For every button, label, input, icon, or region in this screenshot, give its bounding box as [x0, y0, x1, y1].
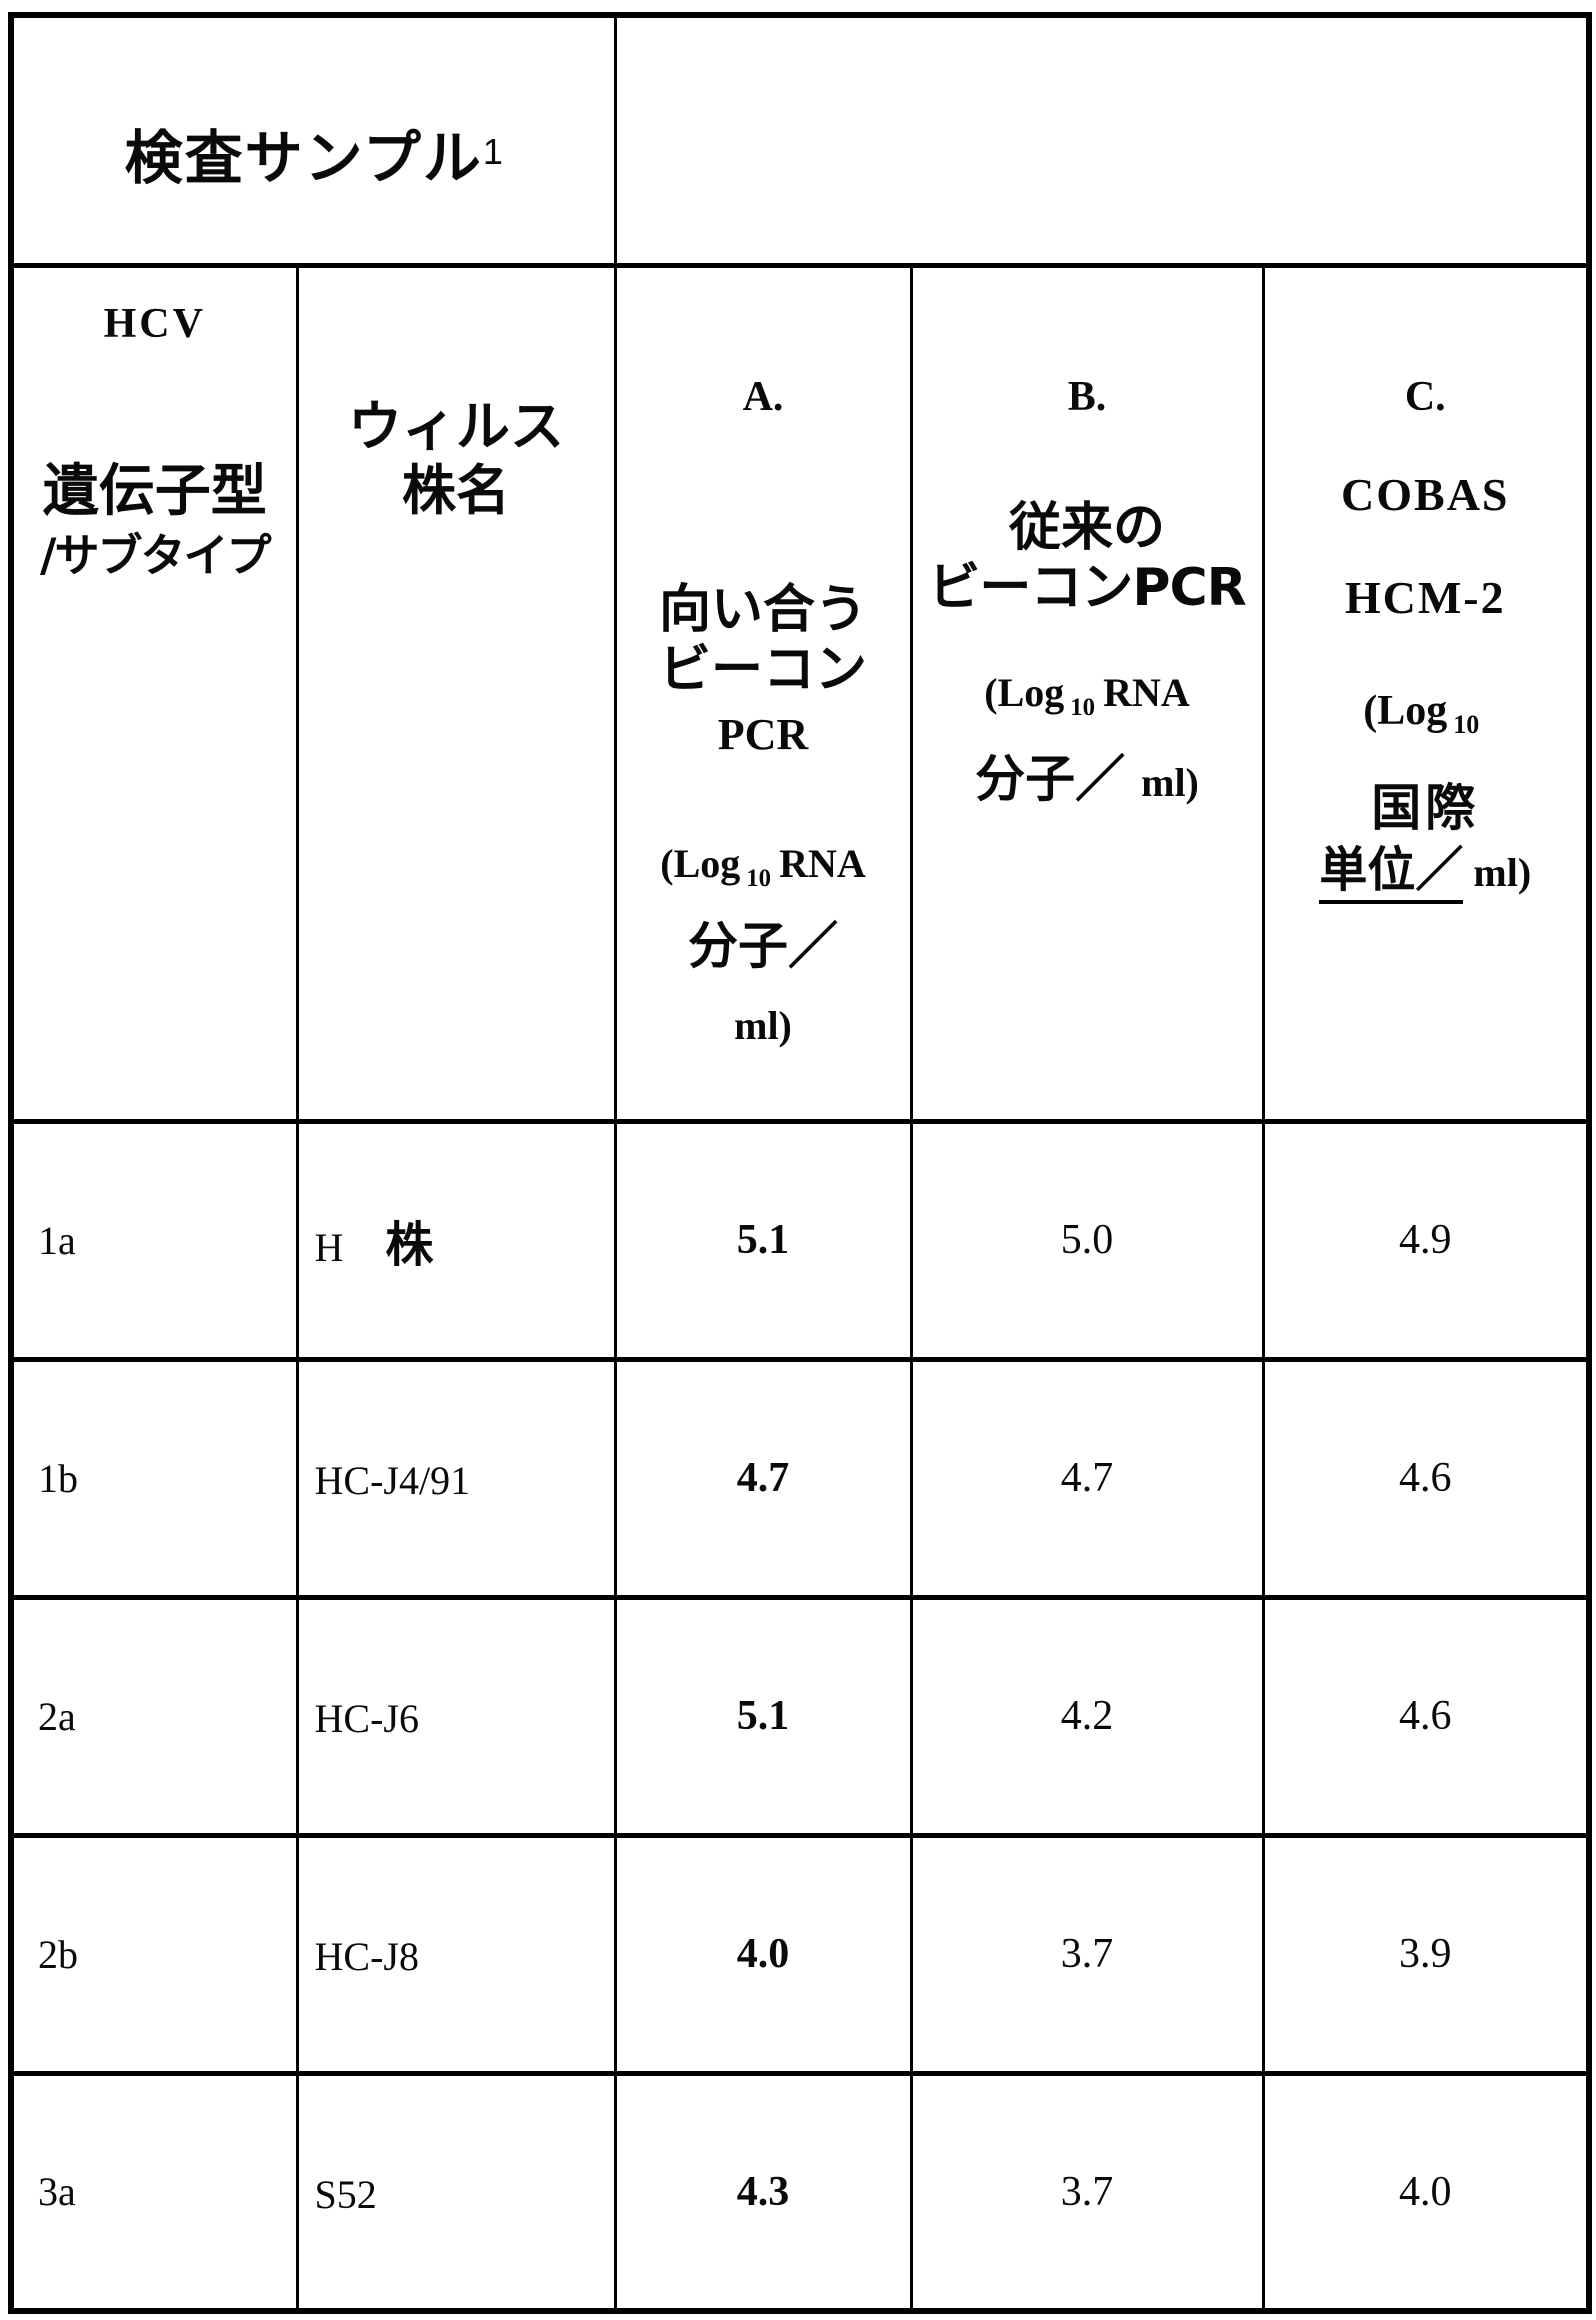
test-sample-label: 検査サンプル [124, 124, 483, 193]
strain-name: H [314, 1225, 344, 1270]
empty-header-cell [613, 12, 1591, 268]
log-subscript: 10 [1070, 694, 1096, 722]
strain-name-jp: 株 [385, 1217, 434, 1273]
table-row: 3a S52 4.3 3.7 4.0 [9, 2070, 1591, 2314]
value-method-a: 4.0 [613, 1832, 913, 2076]
method-b-unit-line2: 分子／ ml) [914, 749, 1260, 809]
method-b-unit-log: (Log 10 RNA [914, 670, 1260, 723]
genotype-cell: 3a [9, 2070, 299, 2314]
method-a-unit-line2: 分子／ [688, 916, 839, 975]
method-c-label: C. [1404, 373, 1446, 420]
strain-header-line1: ウィルス [348, 394, 564, 458]
col-header-strain: ウィルス 株名 [295, 262, 617, 1124]
value-method-b: 3.7 [909, 2070, 1265, 2314]
strain-cell: HC-J4/91 [295, 1356, 617, 1600]
col-header-method-c: C. COBAS HCM-2 (Log 10 国際 単位／ ml) [1261, 262, 1591, 1124]
log-open: (Log [984, 670, 1065, 716]
test-sample-header: 検査サンプル1 [14, 85, 612, 195]
method-a-name-line3: PCR [717, 710, 809, 760]
value-method-b: 4.7 [909, 1356, 1265, 1600]
method-a-unit-log: (Log 10 RNA [618, 840, 908, 894]
table-row: 2b HC-J8 4.0 3.7 3.9 [9, 1832, 1591, 2076]
value-method-c: 3.9 [1261, 1832, 1591, 2076]
table-header-row-top: 検査サンプル1 [9, 12, 1591, 268]
value-method-c: 4.9 [1261, 1118, 1591, 1362]
value-method-b: 5.0 [909, 1118, 1265, 1362]
genotype-cell: 1b [9, 1356, 299, 1600]
genotype-header-line3: /サブタイプ [40, 529, 271, 583]
log-close: RNA [1103, 670, 1190, 716]
value-method-c: 4.6 [1261, 1356, 1591, 1600]
value-method-b: 4.2 [909, 1594, 1265, 1838]
log-subscript: 10 [746, 864, 772, 892]
strain-name: HC-J6 [314, 1696, 419, 1741]
strain-header-line2: 株名 [402, 458, 510, 522]
log-open: (Log [660, 840, 741, 886]
genotype-cell: 2a [9, 1594, 299, 1838]
strain-name: S52 [314, 2171, 377, 2217]
method-b-name-line2: ビーコンPCR [928, 557, 1246, 618]
genotype-cell: 1a [9, 1118, 299, 1362]
log-close: RNA [779, 840, 866, 886]
col-header-method-a: A. 向い合う ビーコン PCR (Log 10 RNA 分子／ ml) [613, 262, 913, 1124]
genotype-header-line2: 遺伝子型 [42, 458, 267, 524]
genotype-cell: 2b [9, 1832, 299, 2076]
method-b-label: B. [1067, 373, 1107, 420]
unit-jp: 分子／ [975, 749, 1126, 808]
value-method-a: 4.7 [613, 1356, 913, 1600]
unit-latin: ml) [1473, 850, 1532, 896]
method-c-name-line2: HCM-2 [1344, 571, 1506, 623]
log-subscript: 10 [1453, 709, 1480, 739]
test-sample-header-cell: 検査サンプル1 [9, 12, 617, 268]
method-a-label: A. [742, 373, 784, 420]
strain-cell: S52 [295, 2070, 617, 2314]
method-c-unit-line2: 国際 [1371, 778, 1480, 837]
method-a-unit-line3: ml) [734, 1003, 792, 1048]
footnote-marker: 1 [482, 131, 503, 173]
value-method-c: 4.0 [1261, 2070, 1591, 2314]
col-header-genotype: HCV 遺伝子型 /サブタイプ [9, 262, 299, 1124]
genotype-header-hcv: HCV [103, 300, 206, 347]
strain-name: HC-J4/91 [314, 1458, 471, 1503]
method-b-name-line1: 従来の [1009, 497, 1166, 558]
method-a-name-line1: 向い合う [659, 579, 868, 640]
unit-latin: ml) [1141, 759, 1199, 805]
hcv-quantification-table: 検査サンプル1 HCV 遺伝子型 /サブタイプ ウィルス 株名 A. 向い合う … [8, 12, 1593, 2314]
table-row: 1b HC-J4/91 4.7 4.7 4.6 [9, 1356, 1591, 1600]
value-method-b: 3.7 [909, 1832, 1265, 2076]
strain-cell: HC-J8 [295, 1832, 617, 2076]
method-c-unit-log: (Log 10 [1266, 687, 1586, 740]
method-c-name-line1: COBAS [1341, 468, 1510, 520]
strain-name: HC-J8 [314, 1934, 419, 1979]
value-method-c: 4.6 [1261, 1594, 1591, 1838]
value-method-a: 4.3 [613, 2070, 913, 2314]
value-method-a: 5.1 [613, 1594, 913, 1838]
log-open: (Log [1363, 687, 1448, 734]
strain-cell: HC-J6 [295, 1594, 617, 1838]
method-a-name-line2: ビーコン [659, 639, 868, 700]
value-method-a: 5.1 [613, 1118, 913, 1362]
col-header-method-b: B. 従来の ビーコンPCR (Log 10 RNA 分子／ ml) [909, 262, 1265, 1124]
table-row: 2a HC-J6 5.1 4.2 4.6 [9, 1594, 1591, 1838]
table-header-row-columns: HCV 遺伝子型 /サブタイプ ウィルス 株名 A. 向い合う ビーコン PCR… [9, 262, 1591, 1124]
unit-jp-underlined: 単位／ [1319, 842, 1464, 905]
method-c-unit-line3: 単位／ ml) [1266, 842, 1586, 905]
